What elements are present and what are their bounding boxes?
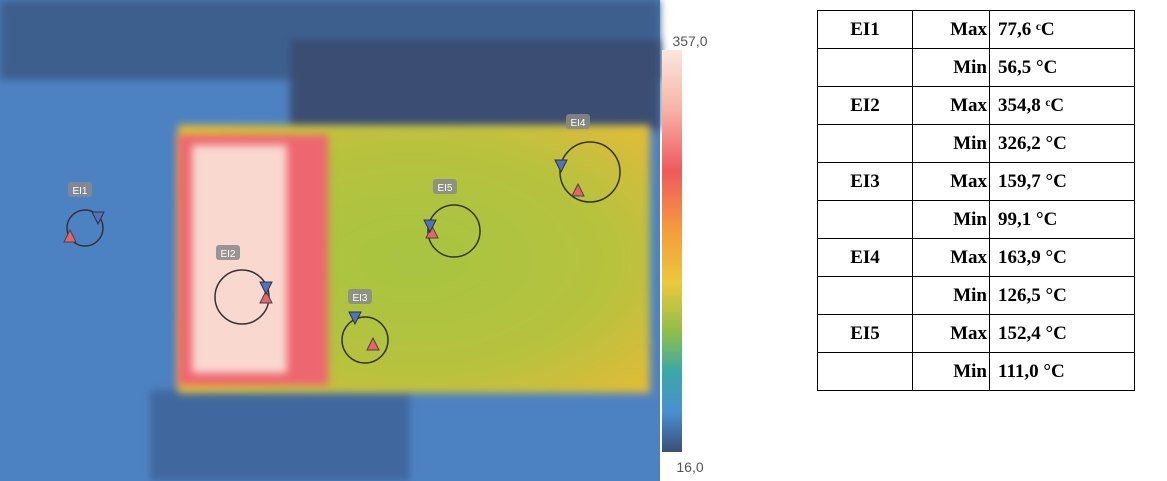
table-cell: EI4 [818,239,913,277]
hottest-region [192,145,287,373]
table-cell: 159,7 °C [990,163,1135,201]
table-cell: EI1 [818,11,913,49]
table-cell [818,353,913,391]
table-cell: 56,5 °C [990,49,1135,87]
thermal-figure: 357,0 16,0 EI1 EI2 EI3 EI4 EI5 [0,0,720,481]
dark-band [290,40,660,130]
table-cell: Max [913,87,990,125]
table-cell: Min [913,49,990,87]
table-cell: 354,8 ᶜC [990,87,1135,125]
table-cell: 152,4 °C [990,315,1135,353]
scale-min: 16,0 [676,459,703,475]
table-cell: Min [913,353,990,391]
table-cell: Min [913,277,990,315]
table-cell [818,49,913,87]
table-cell: Max [913,315,990,353]
scale-max: 357,0 [672,33,707,49]
table-cell: 126,5 °C [990,277,1135,315]
table-cell: 163,9 °C [990,239,1135,277]
table-cell: Max [913,11,990,49]
table-cell: Max [913,163,990,201]
marker-label: EI3 [352,293,367,304]
marker-label: EI2 [220,249,235,260]
marker-label: EI5 [437,183,452,194]
color-scale [662,50,682,452]
table-cell: EI3 [818,163,913,201]
table-cell [818,125,913,163]
page: 357,0 16,0 EI1EI2EI3EI4EI5 EI1Max77,6 ᶜC… [0,0,1167,481]
table-cell: Max [913,239,990,277]
table-cell [818,201,913,239]
table-cell: EI5 [818,315,913,353]
table-cell: 111,0 °C [990,353,1135,391]
table-cell: 99,1 °C [990,201,1135,239]
marker-label: EI4 [570,118,585,129]
table-cell: Min [913,201,990,239]
table-cell: 77,6 ᶜC [990,11,1135,49]
marker-label: EI1 [72,186,87,197]
table-cell: Min [913,125,990,163]
table-cell [818,277,913,315]
table-cell: EI2 [818,87,913,125]
table-cell: 326,2 °C [990,125,1135,163]
dark-band [150,390,410,481]
